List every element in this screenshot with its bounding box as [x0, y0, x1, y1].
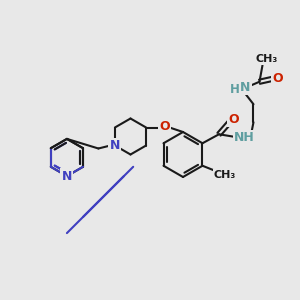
Text: N: N	[240, 81, 250, 94]
Text: N: N	[110, 139, 120, 152]
Text: N: N	[62, 169, 72, 183]
Text: O: O	[159, 119, 170, 133]
Text: NH: NH	[234, 131, 255, 144]
Text: O: O	[229, 113, 239, 126]
Text: O: O	[272, 72, 283, 85]
Text: CH₃: CH₃	[256, 54, 278, 64]
Text: CH₃: CH₃	[214, 170, 236, 180]
Text: H: H	[230, 83, 239, 96]
